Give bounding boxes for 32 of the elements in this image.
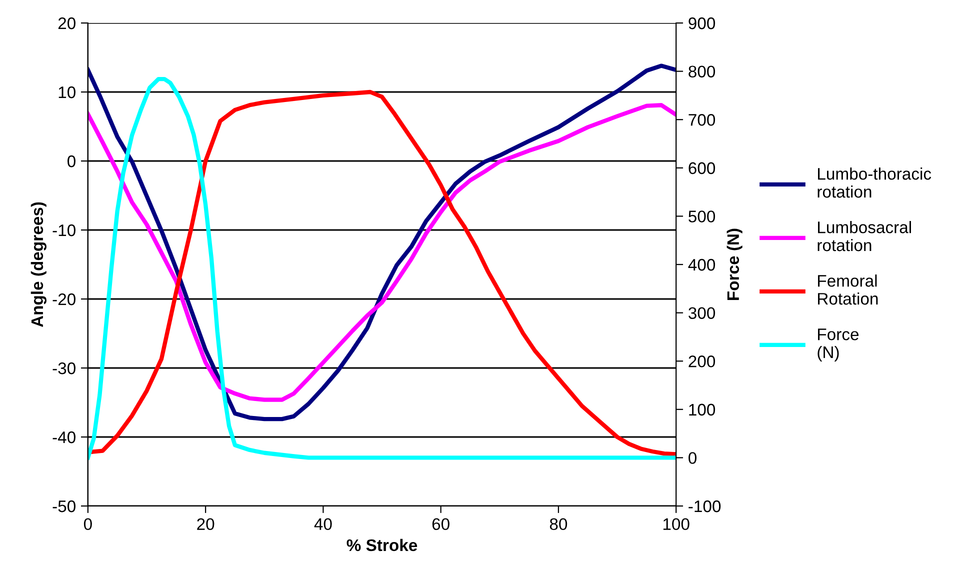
y2-tick-label: 0 bbox=[688, 452, 697, 464]
y-tick-label: 20 bbox=[58, 17, 76, 30]
y-tick-label: -20 bbox=[52, 293, 76, 306]
y2-tick-label: 400 bbox=[688, 258, 716, 271]
x-tick-label: 40 bbox=[314, 518, 332, 530]
y2-axis-title: Force (N) bbox=[726, 228, 742, 300]
y2-tick-label: 300 bbox=[688, 307, 716, 320]
legend-label: Lumbosacral rotation bbox=[818, 221, 911, 252]
y-tick-label: -40 bbox=[52, 431, 76, 444]
x-axis-title: % Stroke bbox=[346, 538, 418, 552]
y-tick-label: -10 bbox=[52, 224, 76, 236]
x-tick-label: 0 bbox=[84, 518, 92, 530]
y2-tick-label: 900 bbox=[688, 17, 716, 30]
y2-tick-label: -100 bbox=[688, 500, 721, 512]
y2-tick-label: 800 bbox=[688, 66, 716, 78]
y-tick-label: 0 bbox=[68, 155, 76, 168]
y2-tick-label: 700 bbox=[688, 114, 716, 126]
y2-tick-label: 500 bbox=[688, 210, 716, 222]
x-tick-label: 80 bbox=[550, 518, 568, 530]
y2-tick-label: 600 bbox=[688, 162, 716, 174]
y2-tick-label: 100 bbox=[689, 404, 716, 416]
y-tick-label: -30 bbox=[52, 362, 76, 374]
y2-tick-label: 200 bbox=[688, 356, 716, 368]
y-axis-title: Angle (degrees) bbox=[30, 202, 46, 328]
legend-label: Force (N) bbox=[818, 328, 859, 362]
y-tick-label: -50 bbox=[52, 500, 76, 512]
x-tick-label: 60 bbox=[432, 518, 450, 530]
y-tick-label: 10 bbox=[58, 86, 76, 98]
x-tick-label: 100 bbox=[663, 518, 690, 530]
x-tick-label: 20 bbox=[197, 518, 214, 530]
legend-label: Lumbo-thoracic rotation bbox=[818, 168, 932, 198]
legend-label: Femoral Rotation bbox=[818, 274, 878, 305]
